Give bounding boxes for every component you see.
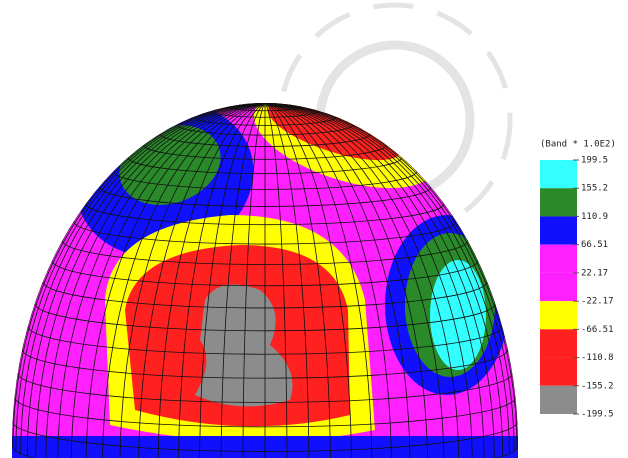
legend-label: 66.51	[581, 240, 608, 250]
mesh-line	[26, 103, 266, 457]
legend-label: -199.5	[581, 410, 614, 420]
mesh-line	[157, 103, 266, 458]
legend-band	[540, 329, 577, 358]
mesh-line	[264, 103, 473, 458]
dome	[12, 103, 518, 458]
mesh-line	[264, 103, 510, 454]
mesh-line	[242, 103, 266, 458]
legend-label: -66.51	[581, 325, 614, 335]
legend-label: 155.2	[581, 184, 608, 194]
legend-band	[540, 357, 577, 386]
mesh-line	[85, 103, 266, 458]
mesh-line	[102, 103, 266, 458]
mesh-line	[199, 103, 266, 458]
mesh-line	[264, 103, 515, 452]
mesh-line	[45, 103, 266, 458]
mesh-line	[264, 103, 352, 458]
mesh-line	[264, 103, 428, 458]
legend-band	[540, 244, 577, 273]
legend-label: 199.5	[581, 156, 608, 166]
mesh-line	[264, 103, 373, 458]
mesh-line	[264, 103, 485, 458]
legend-label: -22.17	[581, 297, 614, 307]
mesh-line	[264, 103, 392, 458]
mesh-line	[264, 103, 310, 458]
legend-label: -110.8	[581, 353, 614, 363]
legend: 199.5 155.2 110.9 66.51 22.17 -22.17 -66.51 -11…	[540, 156, 614, 420]
mesh-line	[57, 103, 266, 458]
mesh-line	[20, 103, 266, 454]
mesh-line	[264, 103, 331, 458]
mesh-line	[264, 103, 411, 458]
legend-band	[540, 272, 577, 302]
mesh-line	[15, 103, 266, 452]
mesh-line	[264, 103, 495, 458]
mesh-line	[12, 103, 266, 449]
mesh-line	[138, 103, 266, 458]
mesh-line	[220, 103, 266, 458]
legend-label: 22.17	[581, 268, 608, 278]
mesh-line	[178, 103, 266, 458]
legend-band	[540, 160, 577, 189]
legend-label: 110.9	[581, 212, 608, 222]
legend-band	[540, 301, 577, 330]
mesh-line	[35, 103, 266, 458]
mesh-line	[264, 103, 445, 458]
mesh-line	[264, 103, 504, 457]
legend-title: (Band * 1.0E2)	[540, 140, 616, 150]
mesh-line	[119, 103, 266, 458]
legend-label: -155.2	[581, 381, 614, 391]
legend-band	[540, 216, 577, 245]
mesh-line	[264, 103, 288, 458]
mesh-line	[264, 103, 518, 449]
mesh-line	[70, 103, 266, 458]
legend-band	[540, 385, 577, 414]
mesh-line	[264, 103, 460, 458]
legend-band	[540, 188, 577, 217]
